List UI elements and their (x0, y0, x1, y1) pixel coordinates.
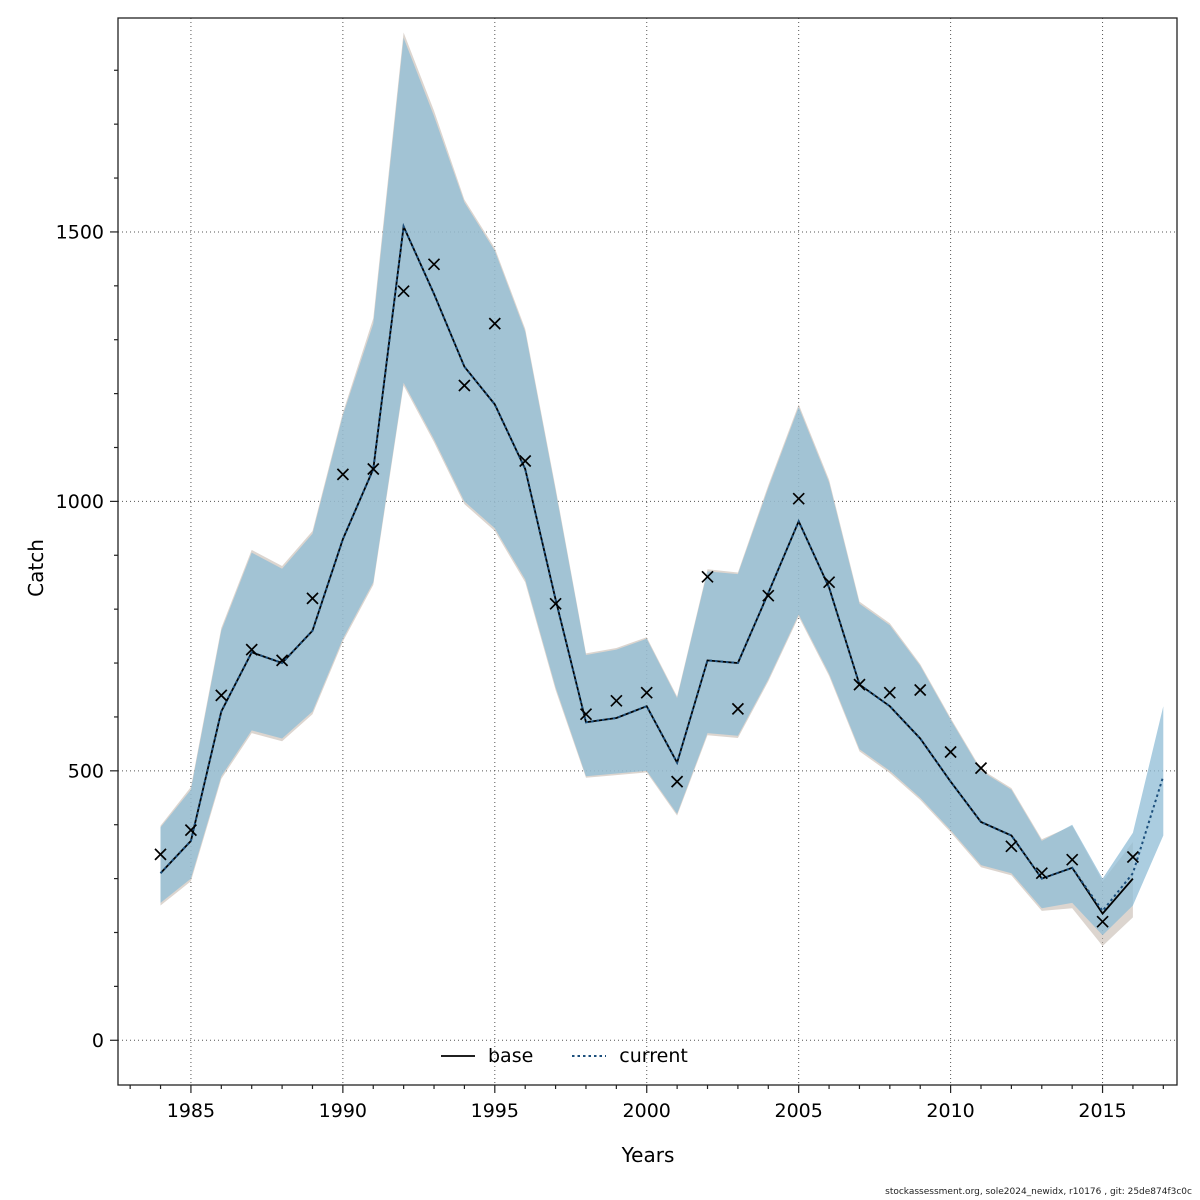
svg-text:2005: 2005 (774, 1100, 822, 1122)
svg-text:500: 500 (68, 760, 104, 782)
svg-text:2015: 2015 (1078, 1100, 1126, 1122)
legend: base current (440, 1043, 688, 1069)
svg-text:0: 0 (92, 1030, 104, 1052)
y-axis-title: Catch (24, 539, 48, 597)
svg-text:2010: 2010 (926, 1100, 974, 1122)
svg-text:1000: 1000 (56, 491, 104, 513)
svg-text:1500: 1500 (56, 221, 104, 243)
legend-label-current: current (619, 1045, 688, 1067)
footer-source-text: stockassessment.org, sole2024_newidx, r1… (885, 1187, 1192, 1197)
legend-item-base: base (440, 1045, 533, 1067)
svg-text:1995: 1995 (471, 1100, 519, 1122)
legend-label-base: base (488, 1045, 534, 1067)
x-axis-title: Years (621, 1143, 675, 1167)
svg-text:2000: 2000 (623, 1100, 671, 1122)
legend-item-current: current (571, 1045, 688, 1067)
current-line-icon (572, 1055, 607, 1057)
svg-text:1985: 1985 (167, 1100, 215, 1122)
base-line-icon (441, 1055, 475, 1057)
svg-text:1990: 1990 (319, 1100, 367, 1122)
